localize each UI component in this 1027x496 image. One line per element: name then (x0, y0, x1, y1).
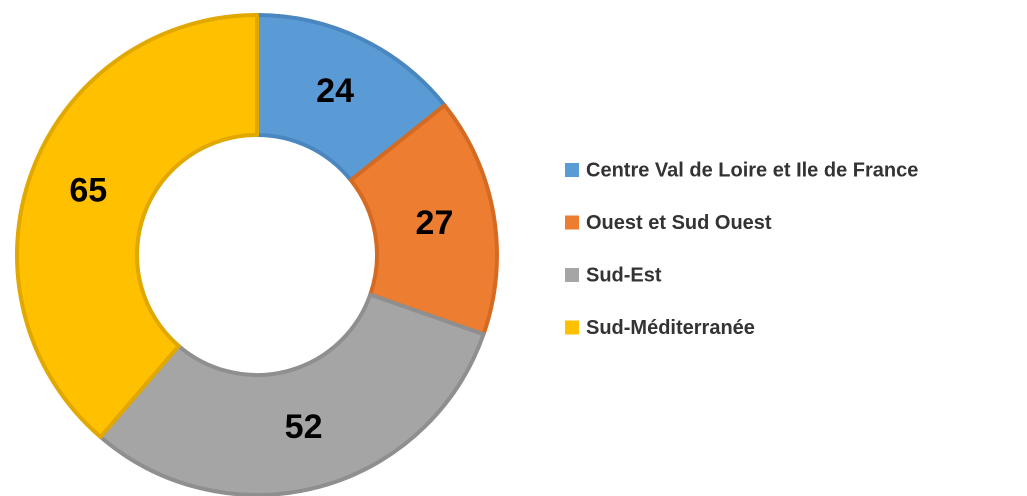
legend-label: Ouest et Sud Ouest (586, 212, 772, 234)
donut-segment (15, 13, 259, 439)
legend-swatch (565, 268, 579, 282)
data-label: 52 (285, 408, 323, 446)
data-label: 65 (69, 171, 107, 209)
legend-label: Sud-Méditerranée (586, 317, 755, 339)
donut-segment (348, 103, 499, 337)
legend-label: Sud-Est (586, 264, 662, 286)
data-label: 24 (316, 72, 354, 110)
donut-segment (98, 292, 486, 496)
legend-swatch (565, 320, 579, 335)
data-label: 27 (416, 204, 454, 242)
legend-label: Centre Val de Loire et Ile de France (586, 159, 918, 181)
donut-segment (255, 13, 447, 183)
legend-swatch (565, 215, 579, 230)
legend-swatch (565, 163, 579, 177)
